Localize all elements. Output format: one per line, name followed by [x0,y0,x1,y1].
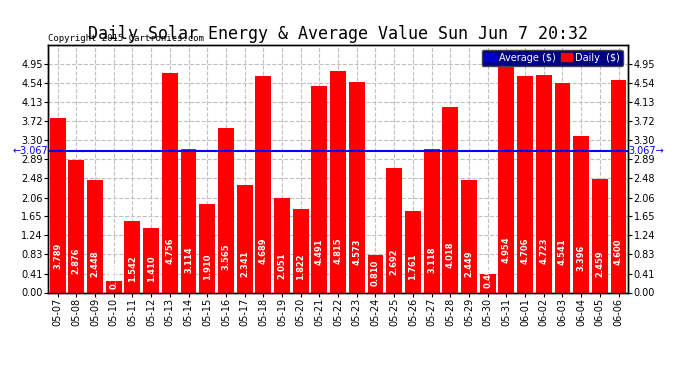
Bar [218,128,234,292]
Text: 1.822: 1.822 [296,254,305,280]
Bar [330,70,346,292]
Text: 4.491: 4.491 [315,239,324,266]
Bar [106,281,121,292]
Bar [498,64,514,292]
Bar [237,184,253,292]
Bar [517,76,533,292]
Legend: Average ($), Daily  ($): Average ($), Daily ($) [482,50,623,66]
Text: 4.018: 4.018 [446,242,455,268]
Text: 1.910: 1.910 [203,253,212,280]
Text: 3.114: 3.114 [184,246,193,273]
Text: 1.542: 1.542 [128,255,137,282]
Text: 3.067→: 3.067→ [628,146,664,156]
Bar [536,75,552,292]
Text: 4.689: 4.689 [259,238,268,264]
Text: 3.118: 3.118 [427,246,436,273]
Bar [50,118,66,292]
Bar [87,180,103,292]
Text: 3.789: 3.789 [53,243,62,269]
Bar [480,274,495,292]
Text: 4.600: 4.600 [614,238,623,265]
Text: 2.692: 2.692 [390,249,399,275]
Bar [592,179,608,292]
Text: Copyright 2015 Cartronics.com: Copyright 2015 Cartronics.com [48,33,204,42]
Text: 1.410: 1.410 [147,256,156,282]
Text: 4.706: 4.706 [520,238,529,264]
Bar [124,221,140,292]
Bar [311,86,327,292]
Bar [461,180,477,292]
Text: 3.396: 3.396 [577,245,586,272]
Bar [442,107,458,292]
Text: 2.051: 2.051 [277,252,286,279]
Bar [181,149,197,292]
Text: 4.756: 4.756 [166,237,175,264]
Bar [573,136,589,292]
Text: 4.954: 4.954 [502,236,511,263]
Text: 2.876: 2.876 [72,248,81,274]
Text: 4.573: 4.573 [353,238,362,265]
Bar [144,228,159,292]
Bar [555,83,571,292]
Bar [68,160,84,292]
Bar [349,82,365,292]
Text: 4.723: 4.723 [540,238,549,264]
Bar [386,168,402,292]
Bar [405,211,421,292]
Bar [424,149,440,292]
Text: 0.252: 0.252 [109,262,118,289]
Title: Daily Solar Energy & Average Value Sun Jun 7 20:32: Daily Solar Energy & Average Value Sun J… [88,26,588,44]
Bar [611,81,627,292]
Bar [162,73,178,292]
Text: 1.761: 1.761 [408,254,417,280]
Text: 0.810: 0.810 [371,260,380,286]
Bar [293,209,308,292]
Text: 3.565: 3.565 [221,244,230,270]
Bar [368,255,384,292]
Text: 2.459: 2.459 [595,250,604,277]
Text: 2.341: 2.341 [240,251,249,277]
Text: ←3.067: ←3.067 [12,146,48,156]
Bar [199,204,215,292]
Text: 4.541: 4.541 [558,238,567,265]
Bar [274,198,290,292]
Text: 4.815: 4.815 [333,237,343,264]
Text: 0.401: 0.401 [483,261,492,288]
Bar [255,76,271,292]
Text: 2.448: 2.448 [90,250,99,277]
Text: 2.449: 2.449 [464,250,473,277]
